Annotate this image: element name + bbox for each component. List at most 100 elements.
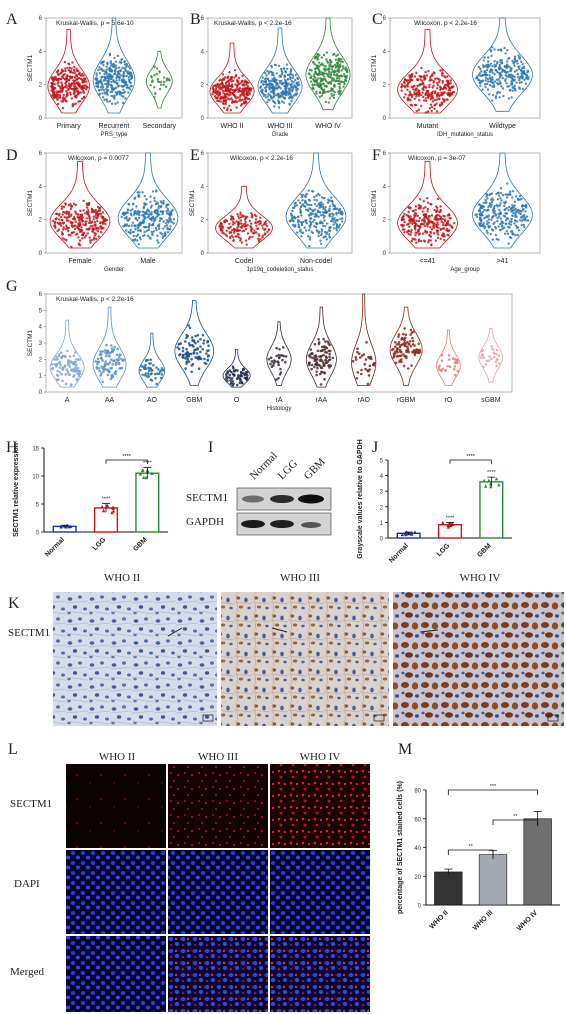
point-wildtype xyxy=(499,59,502,62)
point-male xyxy=(153,218,157,222)
point-aa xyxy=(104,349,107,352)
point-a xyxy=(55,355,58,359)
point-wildtype xyxy=(521,62,524,66)
point-non-codel xyxy=(320,232,323,235)
point-non-codel xyxy=(340,213,344,216)
point-who-iii xyxy=(285,82,288,86)
point-primary xyxy=(79,73,82,77)
point-who-ii xyxy=(223,106,226,110)
point-mutant xyxy=(435,102,438,105)
point-recurrent xyxy=(114,60,118,63)
point-ra xyxy=(279,367,282,371)
point-recurrent xyxy=(114,102,117,106)
point-41 xyxy=(475,215,479,218)
point-a xyxy=(73,351,77,354)
point-male xyxy=(160,204,163,208)
point-primary xyxy=(67,79,71,82)
point-41 xyxy=(439,205,442,208)
point-male xyxy=(149,206,153,209)
point-gbm xyxy=(206,358,210,362)
x-tick-label-who-ii: WHO II xyxy=(221,123,244,130)
blot-band-gapdh-normal xyxy=(241,520,265,528)
point-41 xyxy=(490,228,494,231)
point-a xyxy=(60,373,64,376)
point-rgbm xyxy=(407,350,411,354)
point-female xyxy=(79,223,82,227)
point-non-codel xyxy=(299,205,303,209)
point-primary xyxy=(76,83,80,86)
point-non-codel xyxy=(313,198,316,202)
point-primary xyxy=(69,86,72,90)
point-wildtype xyxy=(500,67,503,70)
point-41 xyxy=(409,233,412,236)
point-codel xyxy=(236,229,239,233)
point-wildtype xyxy=(487,80,490,83)
point-41 xyxy=(486,197,489,200)
point-who-iv xyxy=(328,72,331,76)
point-primary xyxy=(75,67,78,71)
point-female xyxy=(82,199,85,203)
point-who-ii xyxy=(226,84,229,87)
point-who-iv xyxy=(331,79,334,82)
point-who-iv xyxy=(333,83,336,87)
point-wildtype xyxy=(491,46,494,49)
point-primary xyxy=(70,76,74,80)
point-ao xyxy=(146,358,150,362)
point-wildtype xyxy=(527,76,530,79)
point-wildtype xyxy=(493,72,496,76)
point-who-iii xyxy=(270,83,274,87)
point-mutant xyxy=(432,79,435,83)
point-who-ii xyxy=(236,96,240,99)
point-female xyxy=(96,205,100,209)
point-who-iv xyxy=(312,61,315,64)
point-recurrent xyxy=(110,85,113,88)
point-ra xyxy=(281,346,285,349)
point-gbm xyxy=(192,352,196,355)
point-gbm xyxy=(203,357,206,361)
point-o xyxy=(241,372,245,375)
point-non-codel xyxy=(323,196,326,200)
point-aa xyxy=(117,358,120,362)
point-mutant xyxy=(400,89,403,92)
point-who-iv xyxy=(330,60,333,63)
point-who-iii xyxy=(280,67,283,71)
point-41 xyxy=(434,216,437,219)
point-41 xyxy=(510,217,513,221)
point-wildtype xyxy=(507,73,511,76)
point-recurrent xyxy=(128,79,131,83)
point-codel xyxy=(259,238,262,241)
point-non-codel xyxy=(292,220,295,223)
if-merged-who3 xyxy=(168,936,268,1012)
point-raa xyxy=(311,356,314,360)
point-codel xyxy=(236,213,239,216)
point-wildtype xyxy=(498,68,501,71)
point-codel xyxy=(232,236,235,239)
point-primary xyxy=(80,91,83,94)
point-non-codel xyxy=(323,235,327,238)
point-female xyxy=(89,241,92,244)
point-non-codel xyxy=(309,208,312,211)
point-41 xyxy=(497,238,500,241)
point-normal xyxy=(403,531,408,535)
point-41 xyxy=(497,194,501,197)
point-wildtype xyxy=(504,78,507,81)
point-female xyxy=(81,237,84,240)
point-wildtype xyxy=(489,48,492,51)
point-wildtype xyxy=(505,66,508,70)
point-male xyxy=(159,231,162,235)
point-codel xyxy=(257,233,260,236)
point-who-ii xyxy=(224,102,227,106)
point-raa xyxy=(307,354,311,358)
point-mutant xyxy=(400,85,403,89)
point-who-ii xyxy=(239,82,242,85)
point-who-iii xyxy=(266,101,269,104)
point-recurrent xyxy=(127,72,130,76)
point-41 xyxy=(417,219,421,223)
x-tick-label-who-iii: WHO III xyxy=(268,123,293,130)
point-primary xyxy=(67,88,70,91)
point-mutant xyxy=(435,82,439,85)
point-female xyxy=(70,245,73,249)
point-primary xyxy=(50,85,53,88)
point-primary xyxy=(84,84,88,87)
x-tick-label-who-iv: WHO IV xyxy=(516,909,539,932)
